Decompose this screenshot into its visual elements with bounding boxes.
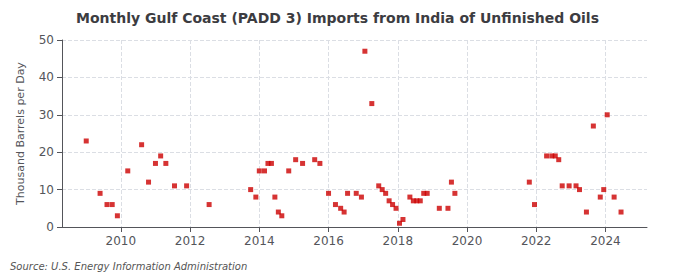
svg-text:2016: 2016 [313,234,344,248]
svg-text:2024: 2024 [590,234,621,248]
svg-text:Monthly Gulf Coast (PADD 3) Im: Monthly Gulf Coast (PADD 3) Imports from… [76,10,599,26]
svg-text:0: 0 [46,220,54,234]
svg-text:2022: 2022 [521,234,552,248]
svg-text:2018: 2018 [382,234,413,248]
svg-text:40: 40 [39,70,54,84]
svg-text:2012: 2012 [175,234,206,248]
svg-text:Thousand Barrels per Day: Thousand Barrels per Day [14,62,27,206]
svg-text:2014: 2014 [244,234,275,248]
svg-text:Source: U.S. Energy Informatio: Source: U.S. Energy Information Administ… [10,261,247,272]
svg-text:20: 20 [39,145,54,159]
svg-text:30: 30 [39,108,54,122]
svg-text:2020: 2020 [452,234,483,248]
svg-text:10: 10 [39,183,54,197]
svg-text:50: 50 [39,33,54,47]
svg-text:2010: 2010 [106,234,137,248]
